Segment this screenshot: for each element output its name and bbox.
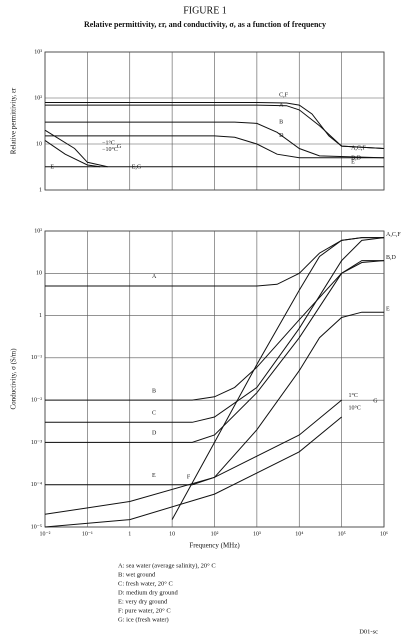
y-tick-label: 1 xyxy=(39,313,42,319)
y-tick-label: 10⁻³ xyxy=(31,440,42,446)
key-entry: A: sea water (average salinity), 20° C xyxy=(118,562,216,569)
y-tick-label: 10⁻¹ xyxy=(31,355,42,361)
curve-label: B,D xyxy=(386,255,397,261)
curve-label: E,G xyxy=(132,165,142,171)
y-tick-label: 10² xyxy=(34,228,42,234)
curve-label: 10°C xyxy=(348,404,360,411)
curve-label: −1°C xyxy=(102,139,115,146)
curve xyxy=(171,237,384,520)
key-entry: F: pure water, 20° C xyxy=(118,607,171,614)
curve-label: C,F xyxy=(279,92,289,98)
x-axis-label: Frequency (MHz) xyxy=(189,542,240,550)
x-tick-label: 10³ xyxy=(253,531,261,537)
y-axis-label: Conductivity, σ (S/m) xyxy=(10,348,18,410)
curve-label: D xyxy=(152,431,157,437)
curve-label: A,C,F xyxy=(386,232,401,238)
curve xyxy=(45,311,384,486)
curve-label: B xyxy=(152,388,156,394)
y-tick-label: 10 xyxy=(36,141,42,147)
curve xyxy=(45,260,384,401)
x-tick-label: 10⁻¹ xyxy=(82,531,93,537)
key-entry: C: fresh water, 20° C xyxy=(118,580,173,587)
curve xyxy=(45,260,385,443)
y-tick-label: 10 xyxy=(36,271,42,277)
x-tick-label: 10⁴ xyxy=(295,531,303,537)
curve xyxy=(44,416,342,528)
curve-label: F xyxy=(187,474,191,480)
curve-label: C xyxy=(152,410,156,416)
curve-label: A xyxy=(152,274,157,280)
figure-title: Relative permittivity, εr, and conductiv… xyxy=(84,20,326,29)
x-tick-label: 10² xyxy=(211,531,219,537)
curve-label: E xyxy=(386,307,390,313)
curve-label: A,C,F xyxy=(351,146,366,152)
curve xyxy=(45,237,385,423)
curve-label: E xyxy=(351,159,355,165)
x-tick-label: 1 xyxy=(128,531,131,537)
x-tick-label: 10⁻² xyxy=(40,531,51,537)
x-tick-label: 10⁵ xyxy=(338,531,346,537)
key-entry: B: wet ground xyxy=(118,571,156,578)
curve-label: B xyxy=(279,119,283,125)
y-tick-label: 10⁻⁴ xyxy=(31,482,42,488)
x-tick-label: 10⁶ xyxy=(380,531,388,537)
curve-label: B,D xyxy=(351,156,362,162)
y-tick-label: 10⁻⁵ xyxy=(31,524,42,530)
curve xyxy=(45,135,384,159)
y-tick-label: 1 xyxy=(39,187,42,193)
y-tick-label: 10² xyxy=(34,95,42,101)
curve xyxy=(45,104,385,149)
curve-label: G xyxy=(117,144,122,150)
curve xyxy=(44,129,108,168)
curve-label: A xyxy=(279,103,284,109)
key-entry: G: ice (fresh water) xyxy=(118,616,169,623)
key-entry: E: very dry ground xyxy=(118,598,168,605)
y-axis-label: Relative permittivity, εr xyxy=(10,87,18,154)
figure-code: D01-sc xyxy=(359,628,378,635)
curve-label: E xyxy=(152,473,156,479)
y-tick-label: 10³ xyxy=(34,49,42,55)
y-tick-label: 10⁻² xyxy=(31,398,42,404)
figure-label: FIGURE 1 xyxy=(183,5,227,16)
curve xyxy=(44,399,342,515)
curve-label: E xyxy=(50,165,54,171)
curve xyxy=(44,139,101,168)
curve-label: −10°C xyxy=(102,146,118,153)
x-tick-label: 10 xyxy=(169,531,175,537)
curve-label: D xyxy=(279,133,284,139)
curve-label: G xyxy=(373,399,378,405)
curve-label: 1°C xyxy=(348,392,357,399)
key-entry: D: medium dry ground xyxy=(118,589,179,596)
curve xyxy=(45,121,385,159)
